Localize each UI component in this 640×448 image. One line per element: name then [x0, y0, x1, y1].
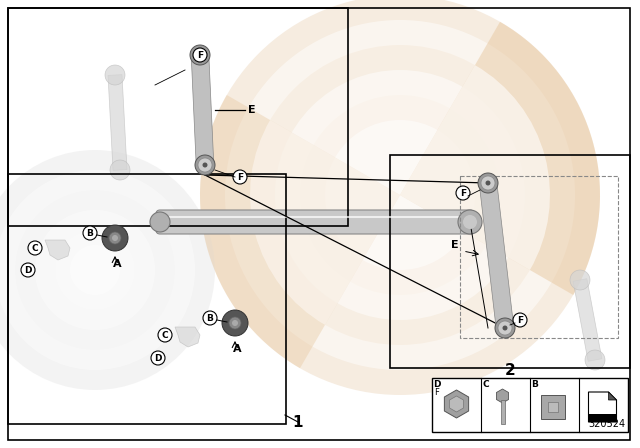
FancyBboxPatch shape — [541, 395, 564, 419]
Text: 1: 1 — [292, 414, 303, 430]
Circle shape — [193, 48, 207, 62]
Circle shape — [250, 45, 550, 345]
Text: C: C — [483, 379, 490, 388]
Circle shape — [70, 245, 120, 295]
Bar — [8, 8, 348, 226]
Circle shape — [151, 351, 165, 365]
Polygon shape — [479, 182, 514, 329]
Circle shape — [0, 150, 215, 390]
Circle shape — [229, 317, 241, 329]
Polygon shape — [589, 392, 616, 422]
Text: 320524: 320524 — [588, 419, 625, 429]
Text: D: D — [154, 353, 162, 362]
Text: B: B — [86, 228, 93, 237]
Circle shape — [21, 263, 35, 277]
Text: F: F — [460, 189, 466, 198]
Circle shape — [105, 65, 125, 85]
Text: B: B — [532, 379, 538, 388]
Polygon shape — [175, 327, 200, 347]
Text: B: B — [207, 314, 213, 323]
Text: A: A — [113, 259, 122, 269]
Text: E: E — [248, 105, 255, 115]
Circle shape — [486, 181, 490, 185]
Bar — [390, 155, 630, 368]
Circle shape — [55, 230, 135, 310]
Text: C: C — [32, 244, 38, 253]
Circle shape — [28, 241, 42, 255]
Circle shape — [150, 212, 170, 232]
Polygon shape — [108, 75, 127, 170]
Text: F: F — [517, 315, 523, 324]
Circle shape — [498, 321, 512, 335]
Text: D: D — [433, 379, 441, 388]
Wedge shape — [250, 120, 400, 325]
Polygon shape — [45, 240, 70, 260]
Circle shape — [109, 232, 121, 244]
Circle shape — [195, 155, 215, 175]
Circle shape — [458, 210, 482, 234]
Circle shape — [325, 120, 475, 270]
Text: F: F — [237, 172, 243, 181]
Text: A: A — [233, 344, 241, 354]
Text: D: D — [24, 266, 32, 275]
Circle shape — [222, 310, 248, 336]
Circle shape — [570, 270, 590, 290]
Circle shape — [203, 311, 217, 325]
Text: C: C — [162, 331, 168, 340]
Circle shape — [198, 158, 212, 172]
Circle shape — [202, 163, 207, 168]
Text: F: F — [435, 388, 440, 396]
Circle shape — [502, 326, 508, 331]
Circle shape — [275, 70, 525, 320]
Polygon shape — [609, 392, 616, 400]
Circle shape — [232, 320, 238, 326]
Circle shape — [190, 45, 210, 65]
Circle shape — [478, 173, 498, 193]
FancyBboxPatch shape — [156, 210, 474, 234]
Circle shape — [585, 350, 605, 370]
Circle shape — [15, 190, 175, 350]
Wedge shape — [200, 95, 400, 368]
Polygon shape — [573, 279, 602, 361]
FancyBboxPatch shape — [547, 402, 557, 412]
Text: F: F — [197, 51, 203, 60]
Bar — [432, 378, 628, 432]
Circle shape — [456, 186, 470, 200]
Circle shape — [35, 210, 155, 330]
Circle shape — [0, 170, 195, 370]
Circle shape — [225, 20, 575, 370]
Circle shape — [233, 170, 247, 184]
Circle shape — [112, 235, 118, 241]
Circle shape — [83, 226, 97, 240]
Circle shape — [200, 0, 600, 395]
Circle shape — [110, 160, 130, 180]
Circle shape — [481, 176, 495, 190]
Circle shape — [198, 52, 202, 57]
Polygon shape — [191, 55, 214, 165]
Circle shape — [193, 48, 207, 62]
Circle shape — [102, 225, 128, 251]
Bar — [8, 174, 286, 424]
Circle shape — [300, 95, 500, 295]
Circle shape — [495, 318, 515, 338]
Text: 2: 2 — [504, 362, 515, 378]
Bar — [589, 414, 616, 422]
Wedge shape — [400, 22, 600, 295]
Wedge shape — [400, 65, 550, 270]
Circle shape — [513, 313, 527, 327]
Bar — [500, 400, 504, 424]
Text: E: E — [451, 240, 459, 250]
Circle shape — [158, 328, 172, 342]
Circle shape — [463, 215, 477, 229]
Bar — [460, 176, 618, 338]
